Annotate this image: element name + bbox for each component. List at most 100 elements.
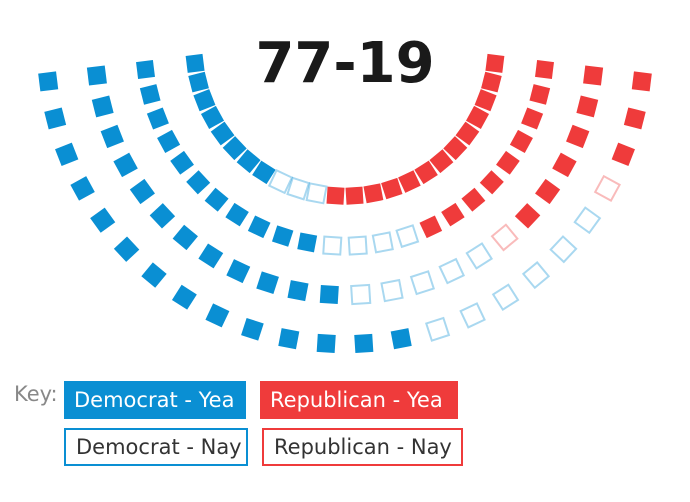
seat-democrat-yea bbox=[287, 280, 309, 302]
seat-republican-yea bbox=[566, 124, 590, 149]
seat-democrat-yea bbox=[188, 71, 209, 93]
seat-republican-yea bbox=[509, 129, 533, 153]
seat-democrat-yea bbox=[200, 105, 225, 129]
seat-republican-nay bbox=[490, 223, 519, 252]
seat-republican-yea bbox=[419, 215, 443, 239]
seat-democrat-yea bbox=[225, 202, 249, 227]
seat-republican-yea bbox=[479, 170, 504, 195]
seat-democrat-yea bbox=[113, 236, 140, 262]
seat-republican-yea bbox=[576, 95, 599, 118]
seat-group bbox=[38, 53, 652, 353]
seat-democrat-nay bbox=[459, 302, 486, 329]
seat-democrat-yea bbox=[236, 149, 261, 174]
seat-democrat-nay bbox=[395, 224, 420, 249]
seat-democrat-yea bbox=[90, 207, 116, 233]
seat-democrat-yea bbox=[186, 170, 211, 195]
seat-democrat-yea bbox=[205, 303, 230, 328]
seat-democrat-yea bbox=[193, 89, 216, 112]
seat-democrat-yea bbox=[226, 259, 251, 284]
seat-democrat-nay bbox=[267, 168, 294, 195]
seat-democrat-yea bbox=[316, 333, 336, 353]
seat-democrat-nay bbox=[549, 235, 578, 264]
seat-republican-yea bbox=[535, 60, 554, 79]
seat-democrat-nay bbox=[347, 235, 368, 256]
seat-democrat-yea bbox=[139, 84, 161, 105]
seat-republican-yea bbox=[485, 53, 505, 73]
seat-democrat-nay bbox=[491, 283, 520, 312]
seat-democrat-yea bbox=[86, 65, 107, 86]
seat-democrat-yea bbox=[222, 136, 247, 161]
seat-democrat-nay bbox=[573, 206, 602, 235]
seat-democrat-yea bbox=[141, 262, 167, 288]
seat-republican-yea bbox=[481, 71, 502, 93]
seat-democrat-nay bbox=[521, 261, 551, 290]
seat-democrat-yea bbox=[256, 271, 279, 295]
legend-democrat-nay: Democrat - Nay bbox=[64, 428, 248, 466]
seat-democrat-yea bbox=[319, 284, 339, 305]
seat-republican-yea bbox=[414, 160, 438, 185]
seat-republican-yea bbox=[441, 202, 465, 227]
seat-democrat-yea bbox=[113, 152, 138, 178]
seat-democrat-yea bbox=[157, 129, 181, 153]
seat-democrat-nay bbox=[371, 231, 394, 254]
seat-democrat-yea bbox=[91, 95, 114, 118]
seat-democrat-yea bbox=[241, 317, 264, 341]
seat-republican-nay bbox=[593, 174, 621, 202]
seat-democrat-nay bbox=[409, 270, 436, 296]
seat-republican-yea bbox=[465, 105, 490, 129]
seat-democrat-yea bbox=[170, 150, 194, 175]
legend-title: Key: bbox=[14, 382, 58, 406]
seat-republican-yea bbox=[611, 142, 635, 166]
seat-democrat-nay bbox=[465, 242, 494, 270]
seat-republican-yea bbox=[474, 89, 497, 112]
seat-democrat-nay bbox=[286, 176, 311, 201]
seat-democrat-yea bbox=[129, 178, 155, 205]
seat-republican-yea bbox=[583, 65, 604, 86]
seat-democrat-yea bbox=[172, 224, 198, 251]
seat-democrat-nay bbox=[380, 278, 404, 303]
seat-democrat-nay bbox=[305, 182, 328, 205]
seat-democrat-yea bbox=[55, 142, 79, 166]
parliament-chart: 77-19 bbox=[38, 31, 652, 353]
seat-democrat-yea bbox=[210, 121, 235, 146]
seat-democrat-yea bbox=[204, 187, 229, 212]
seat-republican-yea bbox=[514, 203, 541, 229]
seat-democrat-yea bbox=[198, 243, 224, 269]
vote-tally: 77-19 bbox=[255, 31, 434, 96]
seat-democrat-nay bbox=[424, 316, 451, 342]
seat-democrat-yea bbox=[278, 328, 300, 350]
seat-democrat-yea bbox=[100, 124, 124, 149]
seat-republican-yea bbox=[535, 178, 561, 205]
seat-democrat-yea bbox=[70, 176, 95, 201]
seat-republican-yea bbox=[521, 107, 544, 130]
seat-republican-yea bbox=[398, 170, 421, 193]
seat-republican-yea bbox=[345, 186, 364, 205]
legend-republican-yea: Republican - Yea bbox=[260, 381, 458, 419]
seat-republican-yea bbox=[381, 177, 403, 200]
seat-democrat-nay bbox=[350, 283, 372, 306]
legend-republican-nay: Republican - Nay bbox=[262, 428, 463, 466]
seat-democrat-yea bbox=[149, 203, 176, 229]
seat-republican-yea bbox=[326, 186, 345, 205]
seat-democrat-yea bbox=[38, 71, 59, 92]
seat-republican-yea bbox=[496, 150, 520, 175]
seat-republican-yea bbox=[455, 121, 480, 146]
seat-democrat-yea bbox=[390, 328, 412, 350]
legend-democrat-yea: Democrat - Yea bbox=[64, 381, 246, 419]
seat-democrat-yea bbox=[185, 53, 205, 73]
seat-democrat-yea bbox=[146, 107, 169, 130]
seat-republican-yea bbox=[363, 183, 384, 204]
seat-democrat-yea bbox=[44, 107, 67, 130]
seat-democrat-yea bbox=[171, 284, 197, 310]
seat-democrat-yea bbox=[247, 215, 271, 239]
seat-republican-yea bbox=[461, 187, 486, 212]
seat-democrat-yea bbox=[354, 333, 374, 353]
seat-democrat-nay bbox=[438, 257, 466, 285]
seat-republican-yea bbox=[429, 149, 454, 174]
seat-republican-yea bbox=[443, 136, 468, 161]
seat-democrat-nay bbox=[322, 235, 343, 256]
seat-democrat-yea bbox=[271, 225, 294, 247]
seat-republican-yea bbox=[623, 107, 646, 130]
seat-democrat-yea bbox=[252, 160, 276, 185]
seat-republican-yea bbox=[529, 84, 551, 105]
